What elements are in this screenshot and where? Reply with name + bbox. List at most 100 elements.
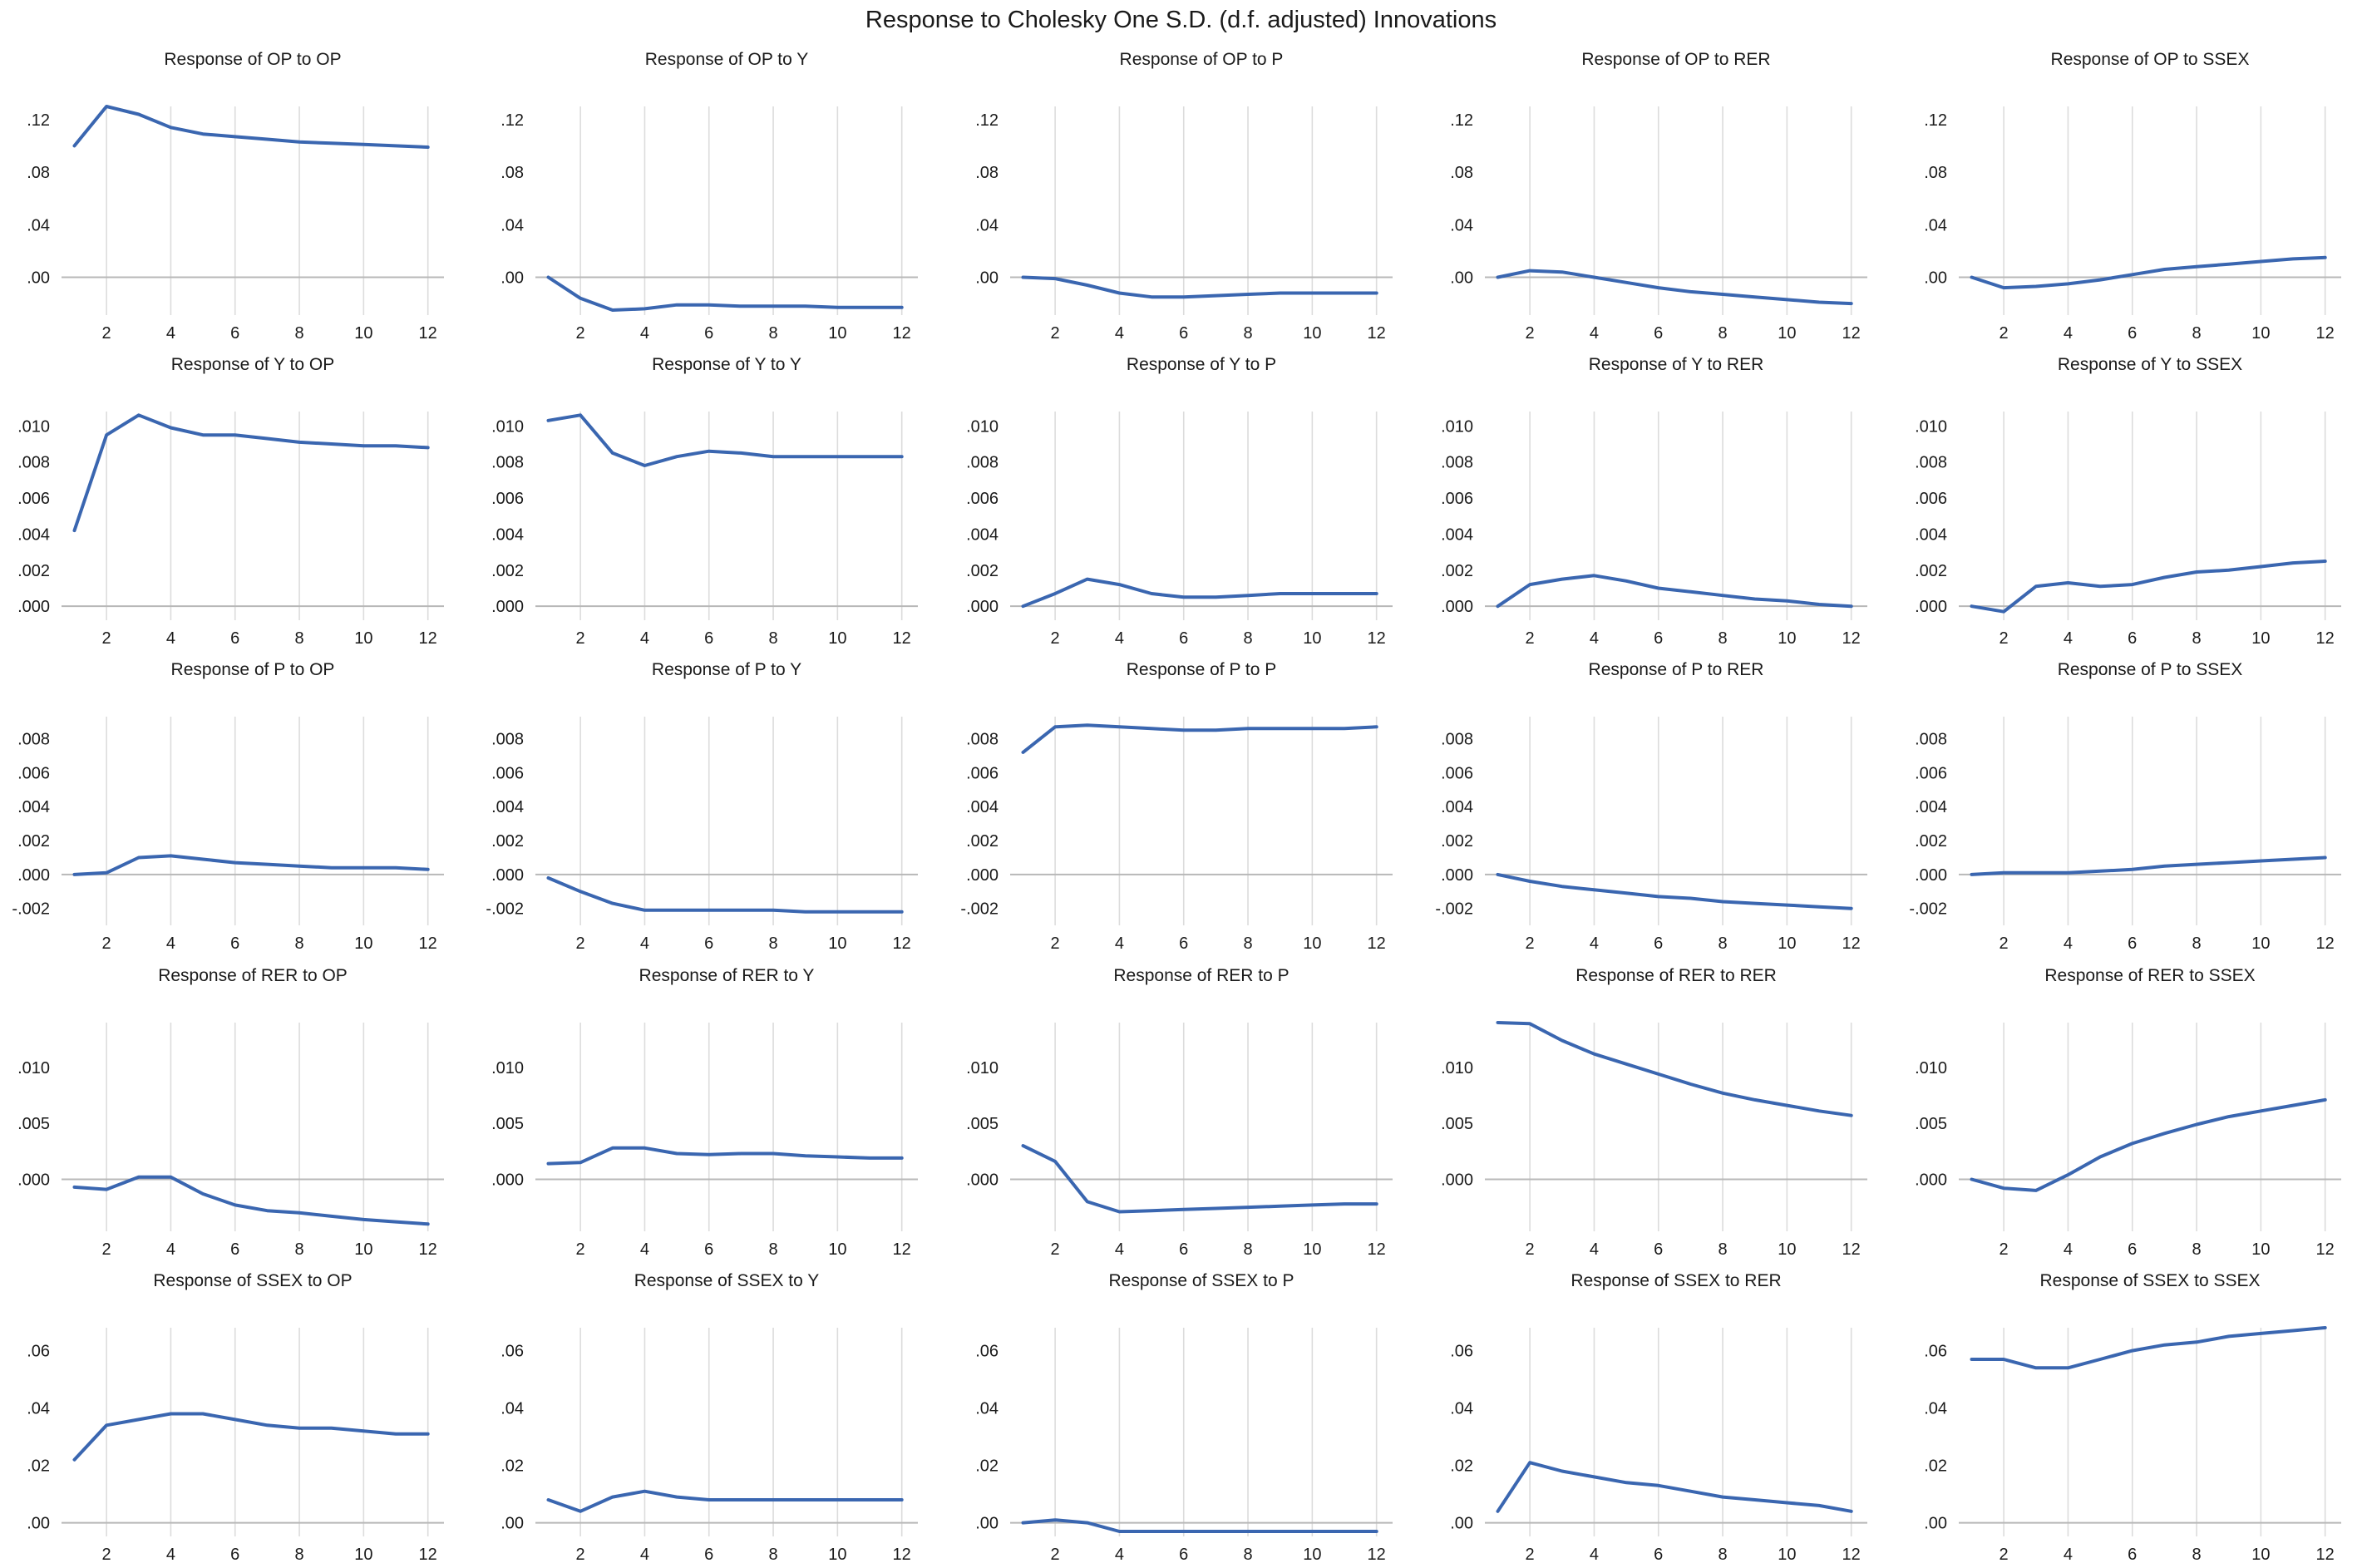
x-tick-label: 12 <box>893 629 911 648</box>
x-tick-label: 8 <box>768 1546 777 1564</box>
y-tick-label: .00 <box>501 1515 524 1533</box>
x-tick-label: 12 <box>893 1240 911 1259</box>
x-tick-label: 2 <box>1526 1240 1535 1259</box>
x-tick-label: 6 <box>704 629 713 648</box>
y-tick-label: .04 <box>501 1400 524 1418</box>
x-tick-label: 4 <box>640 324 649 343</box>
impulse-response-line <box>1496 872 1853 910</box>
y-tick-label: .00 <box>1450 1515 1473 1533</box>
x-tick-label: 8 <box>1718 1546 1727 1564</box>
y-tick-label: .02 <box>501 1457 524 1476</box>
x-tick-label: 12 <box>1368 1546 1386 1564</box>
panel-p-2: Response of P to Y -.002 .000 .002 .004 .006.… <box>486 660 918 953</box>
y-tick-label: .010 <box>17 417 50 436</box>
panel-title: Response of P to P <box>1127 660 1277 679</box>
y-tick-label: -.002 <box>1435 900 1473 919</box>
impulse-response-line <box>72 854 430 876</box>
y-tick-label: .006 <box>491 490 524 508</box>
panel-rer-5: Response of RER to SSEX .000 .005 .010 2 4 6 8 1… <box>1915 966 2341 1259</box>
y-tick-label: .000 <box>491 866 524 885</box>
y-tick-label: .000 <box>17 598 50 616</box>
x-tick-label: 12 <box>1368 1240 1386 1259</box>
x-tick-label: 10 <box>828 1240 846 1259</box>
impulse-response-line <box>1970 560 2327 614</box>
y-tick-label: .005 <box>17 1115 50 1133</box>
x-tick-label: 8 <box>1243 1546 1252 1564</box>
y-tick-label: .06 <box>501 1343 524 1361</box>
x-tick-label: 12 <box>893 324 911 343</box>
panel-title: Response of OP to RER <box>1581 50 1770 69</box>
x-tick-label: 6 <box>704 934 713 953</box>
x-tick-label: 8 <box>1243 324 1252 343</box>
panel-rer-1: Response of RER to OP .000 .005 .010 2 4 6 8 10 1… <box>17 966 444 1259</box>
impulse-response-line <box>72 1412 430 1462</box>
x-tick-label: 12 <box>2316 629 2335 648</box>
x-tick-label: 2 <box>576 1240 585 1259</box>
x-tick-label: 12 <box>1842 934 1861 953</box>
y-tick-label: .04 <box>27 216 50 234</box>
y-tick-label: .008 <box>1441 454 1473 472</box>
x-tick-label: 10 <box>2251 324 2270 343</box>
impulse-response-line <box>1970 855 2327 876</box>
impulse-response-line <box>1970 255 2327 290</box>
x-tick-label: 2 <box>1526 629 1535 648</box>
x-tick-label: 4 <box>1115 324 1124 343</box>
panel-y-2: Response of Y to Y .000 .002 .004 .006 .008 .0… <box>491 355 918 648</box>
panel-title: Response of RER to SSEX <box>2044 966 2255 985</box>
x-tick-label: 2 <box>576 934 585 953</box>
panel-y-5: Response of Y to SSEX .000 .002 .004 .006 .00… <box>1915 355 2341 648</box>
panel-title: Response of SSEX to RER <box>1571 1271 1781 1290</box>
y-tick-label: .00 <box>975 269 999 287</box>
x-tick-label: 4 <box>166 1240 175 1259</box>
y-tick-label: .010 <box>1441 417 1473 436</box>
x-tick-label: 12 <box>1368 324 1386 343</box>
y-tick-label: .005 <box>1441 1115 1473 1133</box>
y-tick-label: .004 <box>966 798 999 816</box>
y-tick-label: -.002 <box>12 900 50 919</box>
x-tick-label: 8 <box>294 934 303 953</box>
x-tick-label: 10 <box>354 629 372 648</box>
x-tick-label: 12 <box>419 1240 437 1259</box>
x-tick-label: 12 <box>419 324 437 343</box>
impulse-response-line <box>1496 574 1853 609</box>
x-tick-label: 8 <box>294 629 303 648</box>
panel-title: Response of P to SSEX <box>2058 660 2243 679</box>
x-tick-label: 6 <box>2128 934 2137 953</box>
panel-p-4: Response of P to RER -.002 .000 .002 .004 .00… <box>1435 660 1867 953</box>
x-tick-label: 2 <box>576 1546 585 1564</box>
y-tick-label: .004 <box>17 525 50 544</box>
x-tick-label: 12 <box>893 934 911 953</box>
x-tick-label: 2 <box>2000 324 2009 343</box>
panel-title: Response of SSEX to SSEX <box>2040 1271 2261 1290</box>
panel-rer-4: Response of RER to RER .000 .005 .010 2 4 6 8 10… <box>1441 966 1867 1259</box>
y-tick-label: .008 <box>17 731 50 749</box>
impulse-response-line <box>72 105 430 149</box>
panel-title: Response of RER to OP <box>158 966 348 985</box>
panel-title: Response of P to RER <box>1589 660 1764 679</box>
y-tick-label: .005 <box>966 1115 999 1133</box>
y-tick-label: .005 <box>491 1115 524 1133</box>
panel-rer-3: Response of RER to P .000 .005 .010 2 4 6 8 10 12 <box>966 966 1393 1259</box>
x-tick-label: 10 <box>1303 1240 1321 1259</box>
y-tick-label: .00 <box>27 1515 50 1533</box>
x-tick-label: 4 <box>1115 629 1124 648</box>
x-tick-label: 8 <box>1718 934 1727 953</box>
y-tick-label: .006 <box>1441 764 1473 782</box>
panel-title: Response of OP to OP <box>164 50 341 69</box>
y-tick-label: .02 <box>1924 1457 1947 1476</box>
panel-title: Response of Y to SSEX <box>2058 355 2242 374</box>
x-tick-label: 6 <box>230 1546 239 1564</box>
x-tick-label: 8 <box>2192 934 2201 953</box>
x-tick-label: 4 <box>640 1546 649 1564</box>
y-tick-label: .002 <box>966 562 999 580</box>
x-tick-label: 8 <box>768 934 777 953</box>
x-tick-label: 6 <box>1179 934 1188 953</box>
x-tick-label: 10 <box>1778 324 1796 343</box>
panel-title: Response of RER to P <box>1113 966 1289 985</box>
y-tick-label: .000 <box>17 1171 50 1189</box>
x-tick-label: 10 <box>354 1546 372 1564</box>
x-tick-label: 10 <box>1303 629 1321 648</box>
y-tick-label: .04 <box>975 216 999 234</box>
y-tick-label: .008 <box>17 454 50 472</box>
